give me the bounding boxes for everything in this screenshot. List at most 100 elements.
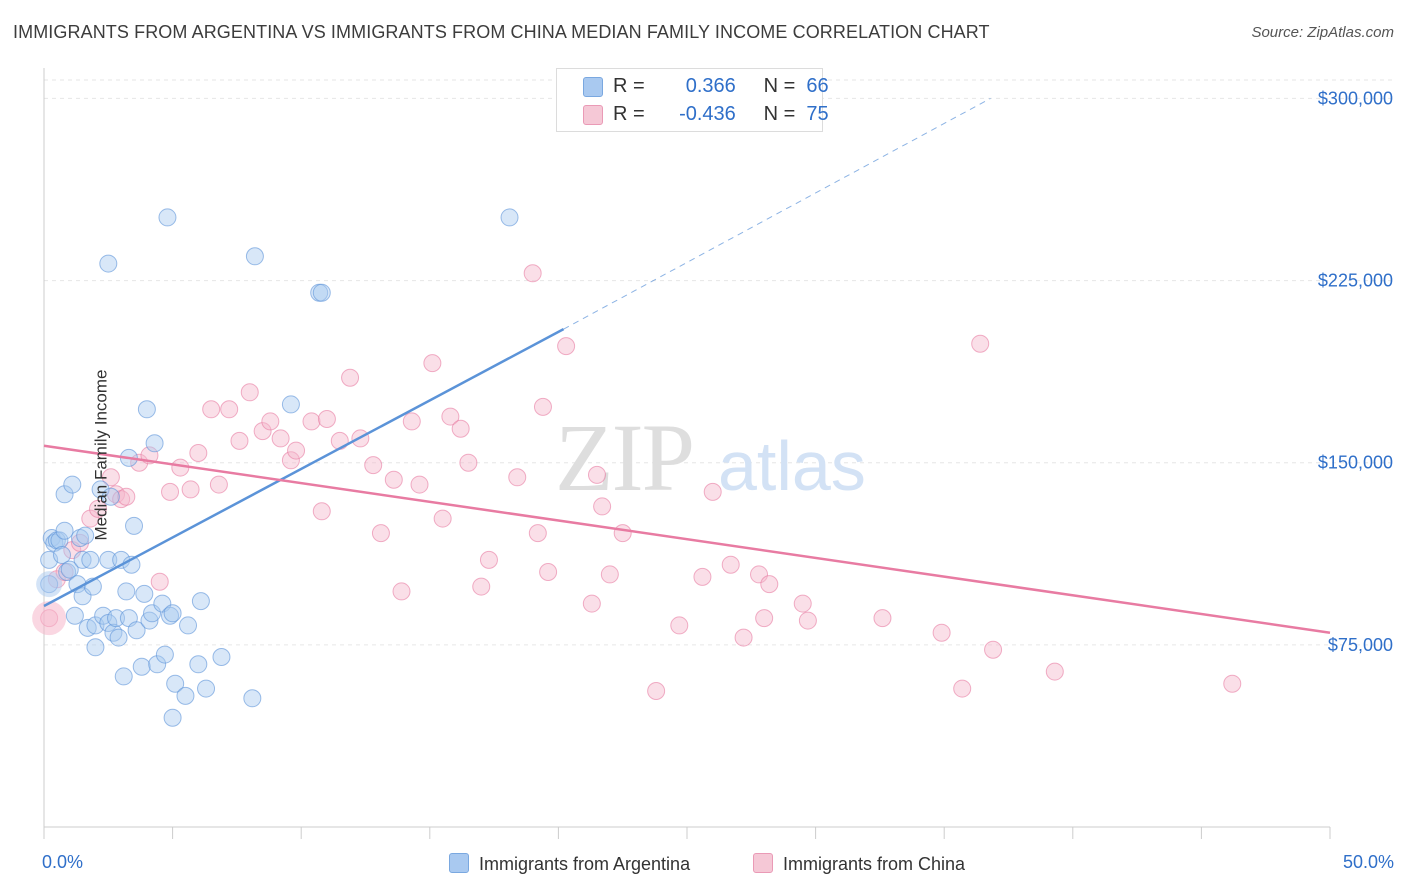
legend: R = 0.366 N = 66 R = -0.436 N = 75 (556, 68, 829, 132)
china-point (528, 524, 547, 543)
china-point (117, 487, 136, 506)
china-point (703, 482, 722, 501)
china-point (873, 609, 892, 628)
argentina-point (50, 531, 69, 550)
argentina-point (55, 485, 74, 504)
argentina-point (53, 546, 72, 564)
argentina-point (71, 529, 90, 547)
gridlines (44, 79, 1395, 646)
argentina-point (197, 679, 216, 698)
argentina-point (189, 655, 208, 674)
bottom-legend-label-china: Immigrants from China (783, 854, 966, 874)
argentina-point (81, 550, 100, 569)
china-point (281, 451, 300, 470)
argentina-point (55, 521, 74, 540)
argentina-point (101, 487, 120, 506)
y-tick-label: $300,000 (1318, 88, 1393, 108)
argentina-point (281, 395, 300, 414)
china-point (209, 475, 228, 494)
argentina-point (176, 686, 195, 705)
china-point (317, 410, 336, 428)
axes (43, 68, 1331, 839)
argentina-point (245, 247, 264, 266)
watermark-zip: ZIP (555, 404, 693, 511)
china-point (392, 582, 411, 601)
china-point (189, 444, 208, 462)
china-point (793, 594, 812, 613)
china-point (341, 368, 360, 387)
legend-swatch-argentina (583, 77, 603, 97)
argentina-trend-line (43, 328, 565, 608)
china-point (112, 490, 131, 509)
argentina-point (109, 628, 128, 647)
china-point (984, 640, 1003, 659)
argentina-point (99, 550, 118, 569)
argentina-point (104, 623, 123, 642)
china-point (459, 453, 478, 472)
china-point (230, 431, 249, 450)
legend-r-value: 0.366 (685, 75, 736, 97)
china-point (734, 628, 753, 647)
china-point (302, 412, 321, 431)
china-point (953, 679, 972, 698)
argentina-point (132, 657, 151, 676)
argentina-point (114, 667, 133, 686)
legend-r-label: R = (613, 75, 645, 97)
china-point (523, 264, 542, 283)
x-tick-label-min: 0.0% (42, 852, 84, 872)
argentina-point (500, 208, 519, 227)
bottom-legend-swatch-china (753, 853, 773, 873)
china-point (971, 334, 990, 353)
legend-n-label: N = (763, 75, 796, 97)
bottom-legend-label-argentina: Immigrants from Argentina (479, 854, 691, 874)
watermark: ZIP atlas (555, 404, 866, 511)
argentina-point (60, 560, 79, 579)
china-point (287, 441, 306, 460)
argentina-point (65, 606, 84, 625)
china-point (161, 482, 180, 501)
china-points (32, 264, 1242, 700)
legend-r-label: R = (613, 103, 645, 125)
argentina-point (312, 283, 331, 302)
china-point (582, 594, 601, 613)
china-point (384, 470, 403, 489)
china-point (441, 407, 460, 426)
china-point (220, 400, 239, 419)
china-point (101, 468, 120, 487)
argentina-point (158, 208, 177, 227)
china-point (613, 524, 632, 543)
legend-n-value: 75 (806, 103, 829, 125)
argentina-point (99, 254, 118, 273)
china-point (423, 354, 442, 373)
china-point (451, 419, 470, 438)
argentina-point (179, 616, 198, 635)
china-point-large (32, 601, 67, 636)
y-tick-label: $150,000 (1318, 453, 1393, 473)
china-point (600, 565, 619, 584)
china-point (508, 468, 527, 487)
china-point (202, 400, 221, 419)
argentina-point (161, 606, 180, 625)
argentina-point (117, 582, 136, 601)
argentina-point (163, 604, 182, 623)
china-trend-line (43, 444, 1331, 634)
y-tick-labels: $75,000 $150,000 $225,000 $300,000 (1318, 88, 1393, 654)
china-point (253, 422, 272, 441)
argentina-point (148, 655, 167, 674)
china-point (557, 337, 576, 356)
china-point (593, 497, 612, 516)
argentina-point (86, 638, 105, 657)
argentina-point (191, 592, 210, 611)
china-point (371, 524, 390, 543)
trend-lines (43, 97, 1331, 634)
china-point (1045, 662, 1064, 681)
china-point (410, 475, 429, 494)
china-point (330, 431, 349, 450)
y-tick-label: $225,000 (1318, 271, 1393, 291)
china-point (1223, 674, 1242, 693)
china-point (798, 611, 817, 630)
china-point (472, 577, 491, 596)
argentina-point (163, 708, 182, 727)
argentina-point (166, 674, 185, 693)
